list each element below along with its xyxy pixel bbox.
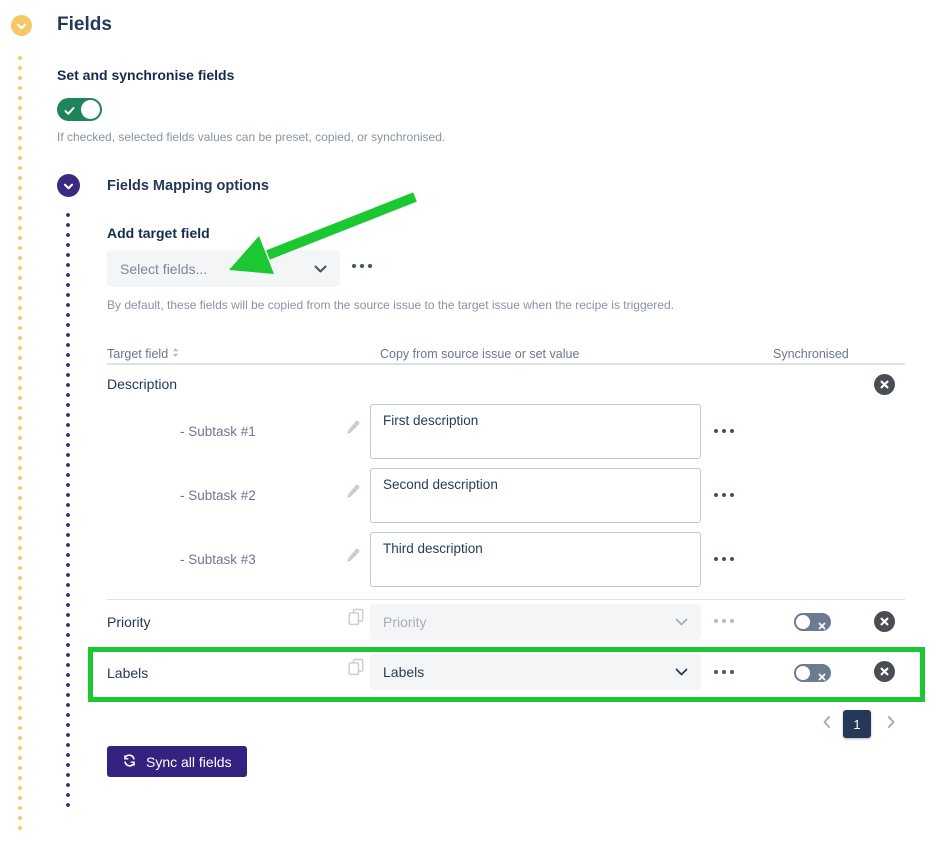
column-header-copy-value: Copy from source issue or set value [380, 347, 580, 361]
fields-section-guide-line [18, 56, 22, 834]
close-icon [880, 377, 889, 392]
x-icon [818, 668, 826, 686]
toggle-knob [796, 666, 810, 680]
page-title: Fields [57, 14, 112, 35]
labels-value-select[interactable]: Labels [370, 654, 701, 690]
copy-icon [348, 608, 365, 632]
mapping-section-collapse-button[interactable] [57, 174, 80, 197]
chevron-down-icon [675, 663, 688, 681]
chevron-down-icon [63, 177, 74, 195]
header-divider [107, 363, 905, 365]
toggle-knob [81, 100, 100, 119]
priority-synchronised-toggle[interactable] [794, 613, 831, 631]
pagination-prev-button[interactable] [816, 710, 836, 738]
set-sync-fields-toggle[interactable] [57, 98, 102, 121]
close-icon [880, 664, 889, 679]
remove-priority-button[interactable] [874, 611, 895, 632]
edit-pencil-icon[interactable] [344, 483, 361, 505]
mapping-section-guide-line [66, 213, 70, 810]
set-sync-fields-label: Set and synchronise fields [57, 67, 235, 83]
subtask-row-more-menu[interactable] [714, 493, 734, 497]
edit-pencil-icon[interactable] [344, 419, 361, 441]
column-header-target-field[interactable]: Target field [107, 347, 179, 361]
row-label-description: Description [107, 376, 178, 392]
subtask-row-label: - Subtask #2 [180, 488, 256, 503]
row-divider [107, 599, 905, 600]
close-icon [880, 614, 889, 629]
sync-all-fields-button[interactable]: Sync all fields [107, 746, 247, 777]
mapping-help-text: By default, these fields will be copied … [107, 298, 674, 312]
chevron-left-icon [822, 715, 831, 734]
labels-synchronised-toggle[interactable] [794, 664, 831, 682]
chevron-down-icon [314, 260, 327, 278]
subtask-value-input[interactable]: First description [370, 404, 701, 459]
add-target-field-select[interactable]: Select fields... [107, 250, 340, 287]
priority-row-more-menu[interactable] [714, 619, 734, 623]
sort-icon [172, 347, 179, 361]
fields-section-collapse-button[interactable] [11, 15, 32, 36]
pagination-page-1[interactable]: 1 [843, 710, 871, 738]
toggle-knob [796, 615, 810, 629]
pagination-next-button[interactable] [881, 710, 901, 738]
set-sync-help-text: If checked, selected fields values can b… [57, 130, 446, 144]
subtask-row-more-menu[interactable] [714, 429, 734, 433]
select-placeholder: Select fields... [120, 260, 208, 277]
check-icon [64, 103, 75, 121]
chevron-right-icon [887, 715, 896, 734]
column-header-synchronised: Synchronised [773, 347, 849, 361]
chevron-down-icon [16, 17, 27, 35]
subtask-row-more-menu[interactable] [714, 557, 734, 561]
chevron-down-icon [675, 613, 688, 631]
row-label-priority: Priority [107, 614, 151, 630]
priority-value-select[interactable]: Priority [370, 604, 701, 640]
labels-row-more-menu[interactable] [714, 670, 734, 674]
x-icon [818, 617, 826, 635]
subtask-row-label: - Subtask #3 [180, 552, 256, 567]
edit-pencil-icon[interactable] [344, 547, 361, 569]
subtask-row-label: - Subtask #1 [180, 424, 256, 439]
copy-icon [348, 658, 365, 682]
subtask-value-input[interactable]: Third description [370, 532, 701, 587]
row-label-labels: Labels [107, 665, 149, 681]
remove-description-button[interactable] [874, 374, 895, 395]
add-field-more-menu[interactable] [352, 264, 372, 268]
mapping-section-title: Fields Mapping options [107, 178, 269, 194]
sync-icon [122, 753, 137, 771]
subtask-value-input[interactable]: Second description [370, 468, 701, 523]
remove-labels-button[interactable] [874, 661, 895, 682]
add-target-field-label: Add target field [107, 225, 210, 241]
